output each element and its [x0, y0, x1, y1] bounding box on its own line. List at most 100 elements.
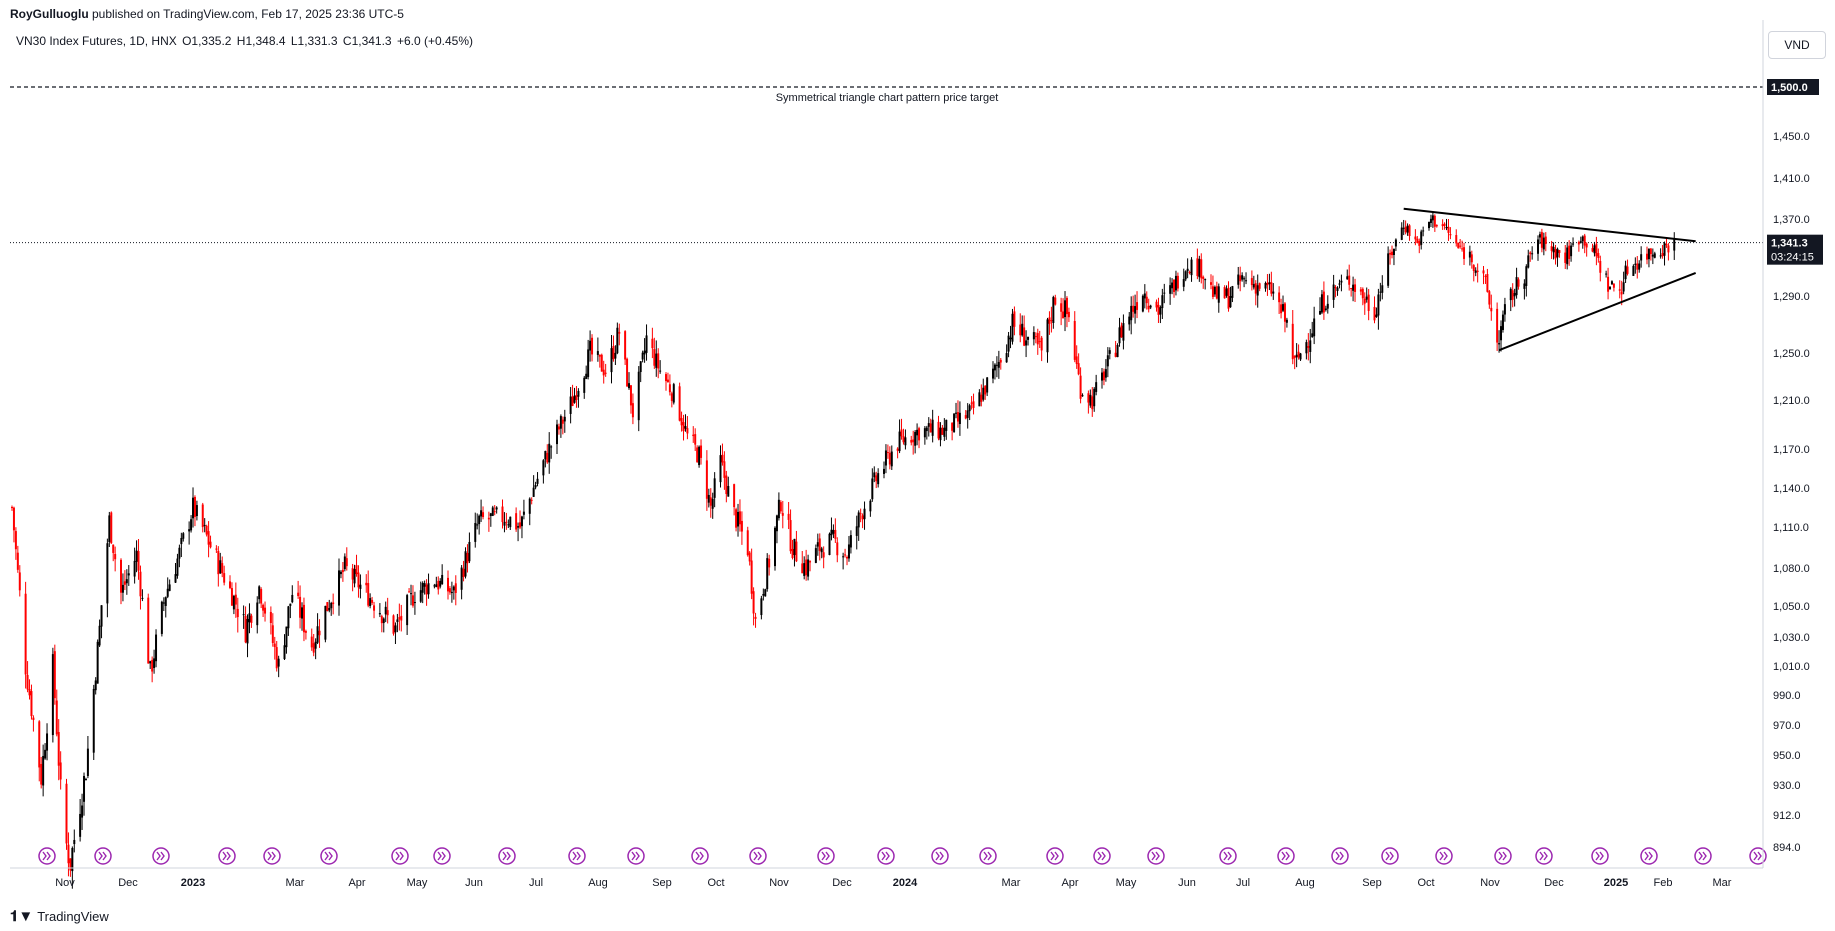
event-marker-icon[interactable]	[391, 847, 409, 865]
candle-body	[614, 352, 617, 359]
candle-body	[1394, 239, 1397, 247]
candle-body	[836, 542, 839, 556]
candle-body	[406, 595, 409, 626]
candle-body	[304, 631, 307, 633]
event-marker-icon[interactable]	[1093, 847, 1111, 865]
candle-body	[380, 616, 383, 624]
candle-body	[970, 402, 973, 404]
event-marker-icon[interactable]	[1219, 847, 1237, 865]
event-marker-icon[interactable]	[38, 847, 56, 865]
candle-body	[180, 537, 183, 545]
candle-body	[637, 371, 640, 421]
candle-body	[32, 717, 35, 720]
candle-body	[221, 563, 224, 574]
candle-body	[1400, 227, 1403, 240]
candle-body	[575, 395, 578, 401]
event-marker-icon[interactable]	[433, 847, 451, 865]
event-marker-icon[interactable]	[1277, 847, 1295, 865]
candle-body	[328, 607, 331, 611]
event-marker-icon[interactable]	[263, 847, 281, 865]
event-marker-chevron	[1539, 851, 1548, 861]
currency-button[interactable]: VND	[1768, 31, 1826, 59]
x-tick-label: Nov	[55, 877, 75, 889]
event-marker-circle	[1147, 847, 1165, 865]
candle-body	[1266, 282, 1269, 286]
candle-body	[1243, 278, 1246, 280]
candle-body	[1416, 238, 1419, 243]
candle-body	[1651, 254, 1654, 257]
event-marker-icon[interactable]	[1331, 847, 1349, 865]
candle-body	[929, 423, 932, 433]
event-marker-icon[interactable]	[1640, 847, 1658, 865]
candle-body	[1118, 327, 1121, 344]
candle-body	[604, 372, 607, 374]
event-marker-icon[interactable]	[152, 847, 170, 865]
event-marker-icon[interactable]	[931, 847, 949, 865]
candle-body	[53, 651, 56, 699]
candle-body	[589, 340, 592, 351]
event-marker-icon[interactable]	[627, 847, 645, 865]
candle-body	[419, 590, 422, 602]
event-marker-icon[interactable]	[218, 847, 236, 865]
candle-body	[801, 563, 804, 574]
candle-body	[435, 584, 438, 588]
event-marker-chevron	[935, 851, 944, 861]
tradingview-logo[interactable]: 𝟏▼ TradingView	[10, 908, 109, 925]
candle-body	[448, 588, 451, 593]
event-marker-icon[interactable]	[749, 847, 767, 865]
event-marker-icon[interactable]	[498, 847, 516, 865]
candle-body	[520, 516, 523, 527]
event-marker-icon[interactable]	[1046, 847, 1064, 865]
candle-body	[1040, 337, 1043, 351]
event-marker-icon[interactable]	[568, 847, 586, 865]
candle-body	[326, 602, 329, 612]
candle-body	[1568, 245, 1571, 259]
candle-body	[1272, 291, 1275, 294]
candle-body	[1550, 246, 1553, 251]
candle-body	[55, 700, 58, 735]
event-marker-icon[interactable]	[94, 847, 112, 865]
candle-body	[927, 423, 930, 427]
candle-body	[665, 374, 667, 382]
candle-body	[1223, 287, 1226, 299]
candle-body	[820, 548, 823, 553]
candle-body	[678, 386, 681, 421]
candle-body	[450, 591, 453, 594]
candle-body	[324, 605, 327, 640]
candle-body	[1293, 355, 1296, 358]
candle-body	[73, 839, 76, 845]
event-marker-icon[interactable]	[1749, 847, 1767, 865]
candle-body	[1373, 306, 1376, 321]
event-marker-icon[interactable]	[979, 847, 997, 865]
candle-body	[382, 618, 385, 624]
candle-body	[462, 568, 465, 578]
event-marker-circle	[749, 847, 767, 865]
event-marker-icon[interactable]	[1494, 847, 1512, 865]
event-marker-icon[interactable]	[1535, 847, 1553, 865]
candle-body	[542, 460, 545, 476]
event-marker-icon[interactable]	[1435, 847, 1453, 865]
candle-body	[1252, 284, 1255, 288]
candle-body	[904, 437, 907, 446]
x-tick-label: Jun	[1178, 877, 1196, 889]
candle-body	[1579, 241, 1582, 243]
candle-body	[1667, 245, 1670, 253]
event-marker-icon[interactable]	[1591, 847, 1609, 865]
event-marker-icon[interactable]	[1147, 847, 1165, 865]
event-marker-icon[interactable]	[1381, 847, 1399, 865]
publish-header: RoyGulluoglu published on TradingView.co…	[10, 7, 404, 21]
candle-body	[1348, 275, 1351, 285]
event-marker-icon[interactable]	[817, 847, 835, 865]
close-value: C1,341.3	[342, 34, 392, 48]
event-marker-icon[interactable]	[1694, 847, 1712, 865]
candle-body	[1476, 270, 1479, 272]
event-marker-icon[interactable]	[320, 847, 338, 865]
x-tick-label: Mar	[286, 877, 305, 889]
event-marker-icon[interactable]	[691, 847, 709, 865]
candle-body	[155, 634, 158, 662]
event-marker-icon[interactable]	[877, 847, 895, 865]
candle-body	[378, 613, 381, 615]
candle-body	[1361, 288, 1364, 299]
candle-body	[341, 569, 344, 573]
